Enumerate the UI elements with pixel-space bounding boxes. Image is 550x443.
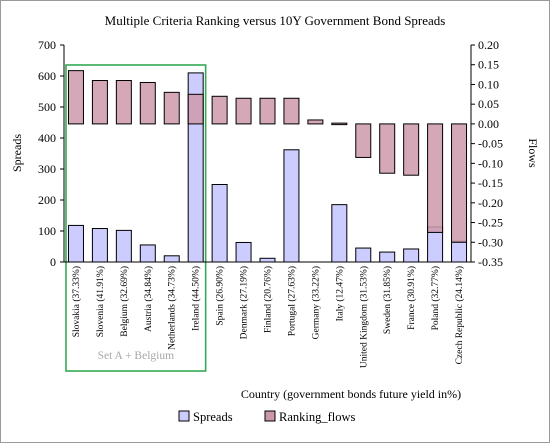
x-tick-label: United Kingdom (31.53%) xyxy=(358,266,369,368)
y-axis-right-title: Flows xyxy=(526,138,540,168)
x-tick-label: Portugal (27.63%) xyxy=(286,266,297,336)
bar-ranking-flows xyxy=(283,97,300,125)
bar-spreads xyxy=(139,244,156,263)
x-tick-label: Slovakia (37.33%) xyxy=(71,266,82,337)
bar-ranking-flows xyxy=(163,91,180,125)
x-tick-label: Poland (32.77%) xyxy=(430,266,441,330)
bar-spreads xyxy=(283,149,300,263)
bar-spreads xyxy=(331,204,348,263)
y-right-tick-label: -0.35 xyxy=(478,255,503,269)
bar-ranking-flows xyxy=(91,80,108,125)
bar-ranking-flows xyxy=(331,122,348,126)
bar-ranking-flows xyxy=(67,70,84,125)
bar-spreads xyxy=(91,228,108,263)
bar-ranking-flows xyxy=(427,123,444,233)
bar-spreads xyxy=(115,229,132,263)
bar-ranking-flows xyxy=(355,123,372,158)
bar-ranking-flows xyxy=(403,123,420,176)
y-left-tick-label: 0 xyxy=(50,255,56,269)
x-tick-label: Finland (20.76%) xyxy=(263,266,274,333)
x-tick-label: Ireland (44.50%) xyxy=(191,266,202,331)
x-tick-label: France (30.91%) xyxy=(406,266,417,330)
highlight-box xyxy=(65,64,207,372)
bar-spreads xyxy=(211,184,228,263)
y-right-tick-label: 0.00 xyxy=(478,117,499,131)
x-tick-label: Czech Republic (24.14%) xyxy=(454,266,465,364)
y-right-tick-label: -0.15 xyxy=(478,176,503,190)
legend-swatch-spreads xyxy=(178,410,190,422)
bar-ranking-flows xyxy=(115,80,132,125)
y-left-tick-label: 700 xyxy=(38,38,56,52)
bar-ranking-flows xyxy=(139,81,156,125)
bar-spreads xyxy=(163,255,180,263)
highlight-box-label: Set A + Belgium xyxy=(98,350,175,362)
y-right-tick-label: -0.05 xyxy=(478,137,503,151)
x-tick-label: Slovenia (41.91%) xyxy=(95,266,106,337)
bar-spreads xyxy=(259,257,276,263)
x-tick-label: Spain (26.90%) xyxy=(215,266,226,326)
x-tick-label: Sweden (31.85%) xyxy=(382,266,393,334)
legend-label-spreads: Spreads xyxy=(193,410,233,424)
chart-title: Multiple Criteria Ranking versus 10Y Gov… xyxy=(105,13,446,28)
x-tick-label: Germany (33.22%) xyxy=(310,266,321,339)
y-right-tick-label: 0.15 xyxy=(478,58,499,72)
legend-swatch-ranking-flows xyxy=(264,410,276,422)
bar-spreads xyxy=(379,251,396,263)
y-right-tick-label: -0.20 xyxy=(478,196,503,210)
x-tick-label: Netherlands (34.73%) xyxy=(167,266,178,350)
y-left-tick-label: 500 xyxy=(38,100,56,114)
bar-spreads xyxy=(67,224,84,263)
bar-spreads xyxy=(355,247,372,263)
x-axis-title: Country (government bonds future yield i… xyxy=(241,387,461,401)
x-tick-label: Belgium (32.69%) xyxy=(119,266,130,337)
y-left-tick-label: 400 xyxy=(38,131,56,145)
bar-ranking-flows xyxy=(451,123,468,243)
y-right-tick-label: 0.05 xyxy=(478,97,499,111)
bar-ranking-flows xyxy=(307,119,324,125)
x-tick-label: Italy (12.47%) xyxy=(334,266,345,321)
x-tick-label: Denmark (27.19%) xyxy=(239,266,250,339)
y-right-tick-label: -0.25 xyxy=(478,216,503,230)
bar-spreads xyxy=(235,241,252,263)
bar-ranking-flows xyxy=(187,93,204,125)
y-right-tick-label: 0.10 xyxy=(478,77,499,91)
y-left-tick-label: 200 xyxy=(38,193,56,207)
legend-label-ranking-flows: Ranking_flows xyxy=(279,410,356,424)
y-right-tick-label: -0.10 xyxy=(478,156,503,170)
y-left-tick-label: 300 xyxy=(38,162,56,176)
bar-spreads xyxy=(403,248,420,263)
x-tick-label: Austria (34.84%) xyxy=(143,266,154,332)
y-right-tick-label: 0.20 xyxy=(478,38,499,52)
bar-ranking-flows xyxy=(235,97,252,125)
bar-ranking-flows xyxy=(259,97,276,125)
y-left-tick-label: 100 xyxy=(38,224,56,238)
bar-spreads xyxy=(451,240,468,263)
y-left-tick-label: 600 xyxy=(38,69,56,83)
y-right-tick-label: -0.30 xyxy=(478,235,503,249)
y-axis-left-title: Spreads xyxy=(10,134,24,172)
bar-ranking-flows xyxy=(379,123,396,174)
bar-ranking-flows xyxy=(211,95,228,125)
